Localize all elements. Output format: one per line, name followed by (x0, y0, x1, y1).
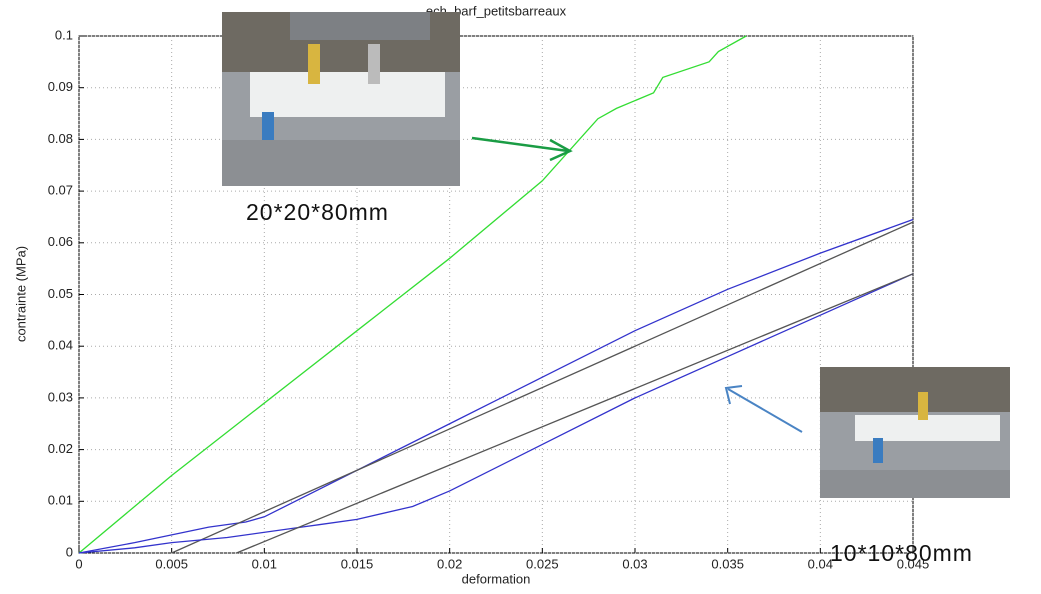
data-line (171, 221, 914, 554)
x-tick-label: 0 (75, 556, 82, 571)
data-line (78, 35, 747, 554)
y-tick-label: 0.08 (48, 131, 73, 146)
y-tick-label: 0.06 (48, 234, 73, 249)
y-tick-label: 0.1 (55, 27, 73, 42)
x-tick-label: 0.03 (622, 556, 647, 571)
y-tick-label: 0.07 (48, 183, 73, 198)
data-line (236, 273, 914, 554)
data-line (78, 218, 914, 554)
x-axis-label: deformation (462, 571, 531, 586)
y-axis-label: contrainte (MPa) (13, 246, 28, 342)
y-tick-label: 0.04 (48, 338, 73, 353)
annotation: 10*10*80mm (830, 540, 973, 566)
y-tick-label: 0 (66, 544, 73, 559)
x-tick-label: 0.035 (711, 556, 744, 571)
y-tick-label: 0.05 (48, 286, 73, 301)
x-tick-label: 0.045 (897, 556, 930, 571)
y-tick-label: 0.09 (48, 79, 73, 94)
data-line (78, 273, 914, 554)
chart-title: ech_barf_petitsbarreaux (426, 3, 567, 18)
x-tick-label: 0.005 (155, 556, 188, 571)
y-tick-label: 0.01 (48, 493, 73, 508)
x-tick-label: 0.02 (437, 556, 462, 571)
arrow (471, 136, 573, 162)
y-tick-label: 0.03 (48, 389, 73, 404)
x-tick-label: 0.015 (341, 556, 374, 571)
photo-inset (222, 12, 460, 186)
x-tick-label: 0.025 (526, 556, 559, 571)
x-tick-label: 0.04 (808, 556, 833, 571)
x-tick-label: 0.01 (252, 556, 277, 571)
arrow (724, 385, 803, 433)
marks (78, 35, 914, 554)
photo-inset (820, 367, 1010, 498)
annotation: 20*20*80mm (246, 199, 389, 225)
y-tick-label: 0.02 (48, 441, 73, 456)
